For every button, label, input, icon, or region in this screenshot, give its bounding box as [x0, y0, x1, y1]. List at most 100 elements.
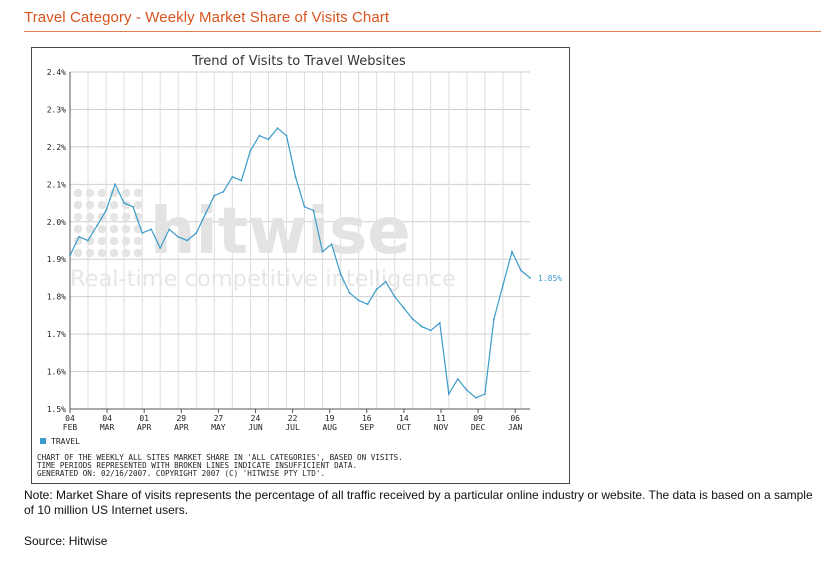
x-tick-month: NOV	[434, 423, 449, 432]
data-point	[447, 393, 450, 395]
data-point	[474, 396, 477, 399]
data-point	[240, 179, 243, 182]
series-layer: 1.85%	[69, 127, 562, 399]
x-tick-day: 04	[65, 414, 75, 423]
x-tick-day: 11	[436, 414, 446, 423]
x-tick-day: 19	[325, 414, 335, 423]
data-point	[222, 190, 225, 193]
data-point	[159, 247, 162, 249]
footnote-line-2: TIME PERIODS REPRESENTED WITH BROKEN LIN…	[37, 461, 357, 470]
watermark-dot	[97, 188, 107, 198]
x-tick-month: DEC	[471, 423, 486, 432]
y-tick-label: 1.6%	[47, 368, 66, 377]
data-point	[195, 232, 198, 234]
y-tick-label: 2.2%	[47, 143, 66, 152]
watermark-dot	[109, 212, 119, 222]
title-divider	[24, 31, 821, 32]
source-text: Source: Hitwise	[24, 534, 108, 548]
x-tick-month: APR	[174, 423, 189, 432]
data-point	[294, 175, 297, 178]
data-point	[249, 149, 252, 152]
watermark-dot	[97, 200, 107, 210]
data-point	[123, 202, 126, 204]
data-point	[493, 318, 495, 321]
watermark-dot	[73, 188, 83, 198]
data-point	[384, 280, 387, 283]
data-point	[375, 288, 378, 291]
data-point	[420, 325, 423, 328]
data-point	[330, 243, 333, 246]
x-tick-day: 22	[288, 414, 298, 423]
x-tick-day: 14	[399, 414, 409, 423]
data-point	[168, 228, 171, 231]
watermark-dot	[97, 236, 107, 246]
data-point	[231, 175, 234, 178]
watermark-dot	[133, 236, 143, 246]
watermark-dot	[109, 224, 119, 234]
data-point	[186, 239, 189, 242]
data-point	[357, 299, 360, 302]
legend: TRAVEL	[40, 437, 80, 446]
data-point	[465, 389, 468, 392]
watermark-dot	[85, 188, 95, 198]
data-point	[105, 209, 107, 212]
x-tick-day: 04	[102, 414, 112, 423]
series-line-travel	[69, 127, 531, 399]
watermark-dot	[97, 248, 107, 258]
page-title: Travel Category - Weekly Market Share of…	[24, 9, 390, 26]
data-point	[321, 250, 324, 253]
watermark-dot	[133, 200, 143, 210]
x-tick-month: JUN	[248, 423, 263, 432]
data-point	[96, 224, 98, 227]
x-tick-month: OCT	[397, 423, 412, 432]
chart-footnote: CHART OF THE WEEKLY ALL SITES MARKET SHA…	[37, 453, 403, 478]
data-point	[267, 138, 270, 141]
y-tick-label: 2.1%	[47, 180, 66, 189]
footnote-line-1: CHART OF THE WEEKLY ALL SITES MARKET SHA…	[37, 453, 403, 462]
note-text: Note: Market Share of visits represents …	[24, 488, 813, 517]
x-tick-month: AUG	[322, 423, 337, 432]
x-tick-month: MAR	[100, 423, 115, 432]
x-tick-month: JAN	[508, 423, 523, 432]
data-point	[366, 303, 369, 306]
x-tick-month: FEB	[63, 423, 78, 432]
x-tick-day: 24	[251, 414, 261, 423]
watermark-logo: hitwise	[150, 195, 411, 269]
y-tick-label: 1.5%	[47, 405, 66, 414]
data-point	[177, 235, 180, 238]
watermark-dot	[85, 212, 95, 222]
data-point	[285, 134, 288, 137]
data-point	[520, 269, 522, 272]
watermark-dot	[97, 224, 107, 234]
legend-label-travel: TRAVEL	[51, 437, 80, 446]
watermark-dot	[121, 248, 131, 258]
watermark-dot	[73, 224, 83, 234]
data-point	[502, 284, 504, 287]
watermark-dot	[121, 212, 131, 222]
watermark-tagline: Real-time competitive intelligence	[70, 266, 456, 292]
watermark-dot	[85, 248, 95, 258]
y-tick-label: 1.9%	[47, 255, 66, 264]
watermark-dot	[85, 200, 95, 210]
data-point	[213, 194, 216, 197]
end-value-label: 1.85%	[538, 274, 562, 283]
watermark-dot	[121, 224, 131, 234]
data-point	[411, 318, 414, 321]
data-point	[114, 183, 116, 186]
data-point	[258, 134, 261, 137]
data-point	[141, 232, 144, 234]
x-tick-month: SEP	[360, 423, 375, 432]
watermark-dot	[109, 200, 119, 210]
line-chart: Trend of Visits to Travel Websites hitwi…	[37, 54, 562, 478]
watermark-dot	[133, 248, 143, 258]
data-point	[132, 205, 135, 208]
chart-title: Trend of Visits to Travel Websites	[191, 54, 406, 69]
y-tick-label: 1.7%	[47, 330, 66, 339]
watermark-dot	[109, 236, 119, 246]
data-point	[402, 307, 405, 309]
y-tick-label: 2.0%	[47, 218, 66, 227]
x-tick-day: 29	[176, 414, 186, 423]
data-point	[438, 321, 441, 324]
x-tick-day: 27	[214, 414, 224, 423]
watermark-dot	[73, 200, 83, 210]
